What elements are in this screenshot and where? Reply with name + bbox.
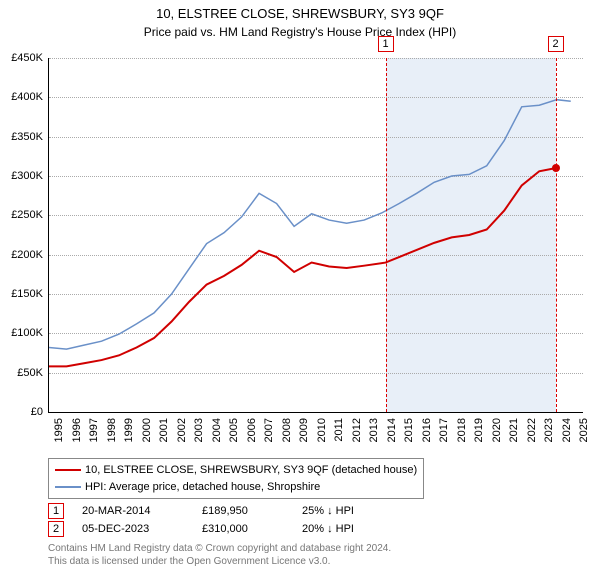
x-axis-label: 2020: [491, 418, 503, 442]
x-axis-label: 2021: [508, 418, 520, 442]
x-axis-label: 2025: [578, 418, 590, 442]
y-axis-label: £100K: [11, 327, 43, 339]
x-axis-label: 2024: [561, 418, 573, 442]
footer-line: Contains HM Land Registry data © Crown c…: [48, 542, 391, 555]
page-subtitle: Price paid vs. HM Land Registry's House …: [0, 25, 600, 39]
series-line: [49, 168, 556, 366]
x-axis-label: 1997: [88, 418, 100, 442]
marker-badge: 2: [48, 521, 64, 537]
x-axis-label: 2005: [228, 418, 240, 442]
legend-item: HPI: Average price, detached house, Shro…: [55, 479, 417, 496]
transaction-date: 05-DEC-2023: [82, 523, 202, 535]
marker-badge: 1: [378, 36, 394, 52]
y-axis-label: £300K: [11, 170, 43, 182]
footer-text: Contains HM Land Registry data © Crown c…: [48, 542, 391, 568]
y-axis-label: £200K: [11, 249, 43, 261]
y-axis-label: £0: [31, 406, 43, 418]
y-axis-label: £250K: [11, 209, 43, 221]
chart-lines: [49, 58, 583, 412]
transaction-delta: 25% ↓ HPI: [302, 505, 354, 517]
x-axis-label: 2007: [263, 418, 275, 442]
legend-label: 10, ELSTREE CLOSE, SHREWSBURY, SY3 9QF (…: [85, 464, 417, 476]
x-axis-label: 2003: [193, 418, 205, 442]
chart-legend: 10, ELSTREE CLOSE, SHREWSBURY, SY3 9QF (…: [48, 458, 424, 499]
y-axis-label: £150K: [11, 288, 43, 300]
x-axis-label: 1996: [71, 418, 83, 442]
transaction-price: £310,000: [202, 523, 302, 535]
marker-badge: 1: [48, 503, 64, 519]
x-axis-label: 2000: [141, 418, 153, 442]
legend-label: HPI: Average price, detached house, Shro…: [85, 481, 320, 493]
x-axis-label: 2002: [176, 418, 188, 442]
x-axis-label: 2009: [298, 418, 310, 442]
marker-line: [386, 58, 387, 412]
x-axis-label: 2011: [333, 418, 345, 442]
transaction-date: 20-MAR-2014: [82, 505, 202, 517]
x-axis-label: 2018: [456, 418, 468, 442]
x-axis-label: 2001: [158, 418, 170, 442]
x-axis-label: 1995: [53, 418, 65, 442]
x-axis-label: 1999: [123, 418, 135, 442]
marker-badge: 2: [548, 36, 564, 52]
marker-line: [556, 58, 557, 412]
x-axis-label: 2016: [421, 418, 433, 442]
x-axis-label: 2017: [438, 418, 450, 442]
x-axis-label: 2013: [368, 418, 380, 442]
transaction-row: 2 05-DEC-2023£310,00020% ↓ HPI: [48, 521, 354, 537]
x-axis-label: 2014: [386, 418, 398, 442]
legend-swatch: [55, 486, 81, 488]
transaction-row: 1 20-MAR-2014£189,95025% ↓ HPI: [48, 503, 354, 519]
x-axis-label: 2023: [543, 418, 555, 442]
x-axis-label: 2022: [526, 418, 538, 442]
price-chart: £0£50K£100K£150K£200K£250K£300K£350K£400…: [48, 58, 582, 412]
transaction-delta: 20% ↓ HPI: [302, 523, 354, 535]
y-axis-label: £450K: [11, 52, 43, 64]
footer-line: This data is licensed under the Open Gov…: [48, 555, 391, 568]
y-axis-label: £400K: [11, 91, 43, 103]
x-axis-label: 2008: [281, 418, 293, 442]
y-axis-label: £350K: [11, 131, 43, 143]
page-title: 10, ELSTREE CLOSE, SHREWSBURY, SY3 9QF: [0, 6, 600, 23]
x-axis-label: 2006: [246, 418, 258, 442]
legend-swatch: [55, 469, 81, 471]
x-axis-label: 2010: [316, 418, 328, 442]
x-axis-label: 1998: [106, 418, 118, 442]
x-axis-label: 2015: [403, 418, 415, 442]
x-axis-label: 2004: [211, 418, 223, 442]
x-axis-label: 2019: [473, 418, 485, 442]
y-axis-label: £50K: [17, 367, 43, 379]
legend-item: 10, ELSTREE CLOSE, SHREWSBURY, SY3 9QF (…: [55, 462, 417, 479]
x-axis-label: 2012: [351, 418, 363, 442]
transaction-price: £189,950: [202, 505, 302, 517]
